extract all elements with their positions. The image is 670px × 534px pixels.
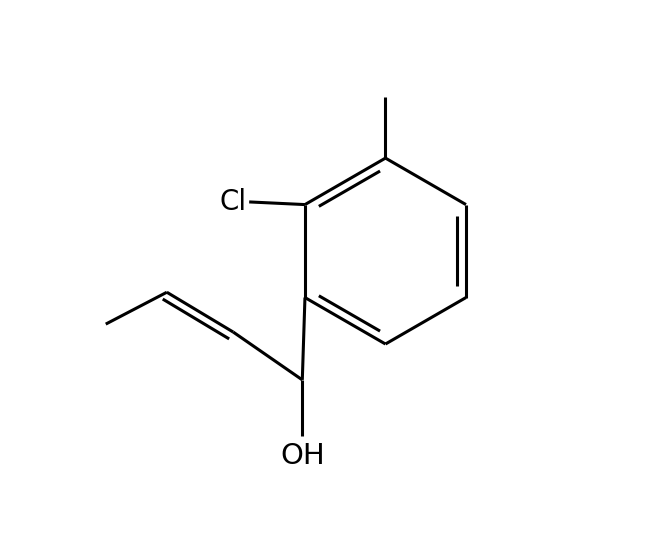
Text: Cl: Cl — [220, 188, 247, 216]
Text: OH: OH — [280, 442, 325, 470]
